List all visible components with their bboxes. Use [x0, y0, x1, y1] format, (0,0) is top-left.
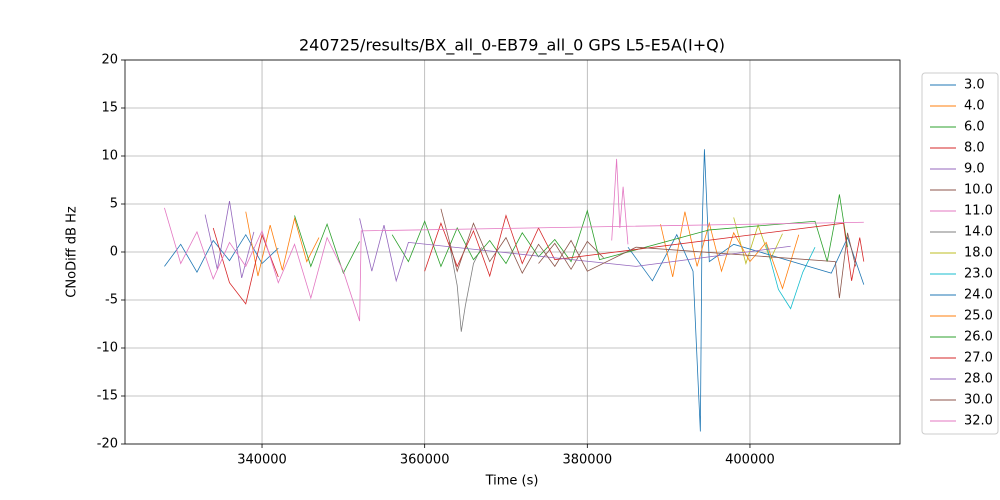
series-line — [164, 233, 279, 273]
legend-label: 14.0 — [964, 225, 993, 240]
plot-frame — [124, 59, 901, 445]
legend-label: 23.0 — [964, 267, 993, 282]
x-tick-label: 360000 — [400, 453, 450, 468]
series-line — [733, 217, 783, 265]
legend-label: 27.0 — [964, 351, 993, 366]
y-tick-label: 20 — [101, 53, 118, 68]
legend-label: 6.0 — [964, 120, 985, 135]
x-tick-label: 340000 — [237, 453, 287, 468]
legend-label: 10.0 — [964, 183, 993, 198]
legend-label: 26.0 — [964, 330, 993, 345]
y-tick-label: -20 — [97, 437, 118, 452]
series-line — [391, 194, 848, 268]
y-tick-label: 15 — [101, 101, 118, 116]
legend-label: 4.0 — [964, 99, 985, 114]
series-line — [294, 215, 360, 275]
series-line — [204, 201, 255, 279]
y-tick-label: 0 — [110, 245, 118, 260]
x-tick-label: 380000 — [562, 453, 612, 468]
y-tick-label: 10 — [101, 149, 118, 164]
series-line — [440, 208, 857, 299]
series-line — [627, 149, 865, 432]
legend-label: 28.0 — [964, 372, 993, 387]
chart-title: 240725/results/BX_all_0-EB79_all_0 GPS L… — [299, 36, 725, 56]
series-line — [448, 242, 482, 332]
series-line — [164, 207, 864, 322]
legend-label: 9.0 — [964, 162, 985, 177]
series-line — [765, 244, 816, 310]
legend-label: 30.0 — [964, 393, 993, 408]
series-line — [611, 158, 629, 245]
legend-label: 8.0 — [964, 141, 985, 156]
y-tick-label: -10 — [97, 341, 118, 356]
series-line — [424, 214, 865, 281]
legend-label: 18.0 — [964, 246, 993, 261]
series-line — [538, 240, 604, 271]
legend-label: 32.0 — [964, 414, 993, 429]
legend-label: 11.0 — [964, 204, 993, 219]
legend-box — [921, 72, 999, 435]
x-axis-label: Time (s) — [485, 474, 539, 489]
legend-label: 24.0 — [964, 288, 993, 303]
y-tick-label: -15 — [97, 389, 118, 404]
series-line — [660, 211, 800, 290]
legend-label: 25.0 — [964, 309, 993, 324]
series-line — [245, 211, 320, 277]
x-tick-label: 400000 — [725, 453, 775, 468]
y-tick-label: -5 — [105, 293, 118, 308]
series-line — [359, 218, 791, 283]
legend-label: 3.0 — [964, 78, 985, 93]
y-axis-label: CNoDiff dB Hz — [65, 206, 80, 298]
y-tick-label: 5 — [110, 197, 118, 212]
